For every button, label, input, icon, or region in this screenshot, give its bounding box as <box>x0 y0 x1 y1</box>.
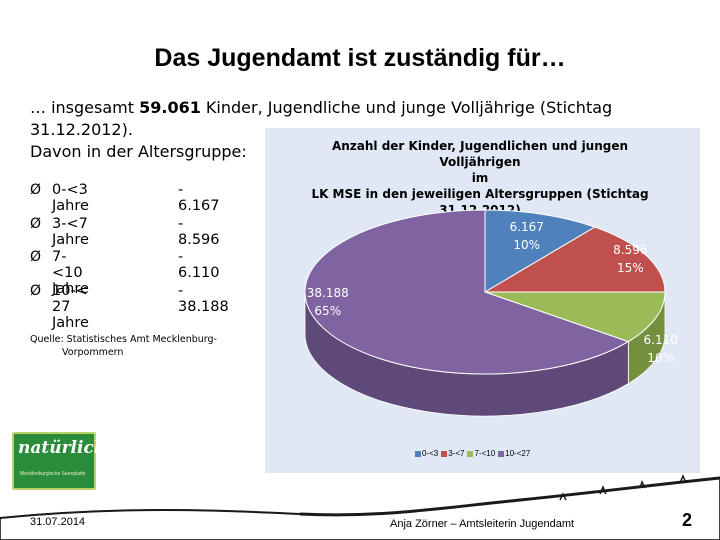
arrow-bullet-icon: Ø <box>30 282 42 299</box>
data-label-7-<10: 6.110 10% <box>631 331 691 367</box>
legend-swatch <box>467 450 474 457</box>
legend-label: 3-<7 <box>448 449 465 458</box>
chart-title: Anzahl der Kinder, Jugendlichen und jung… <box>300 138 660 218</box>
legend-label: 0-<3 <box>422 449 439 458</box>
intro-suffix: Kinder, Jugendliche und junge Volljährig… <box>30 98 613 139</box>
age-group-label: 0-<3 Jahre <box>52 182 89 214</box>
age-group-label: 3-<7 Jahre <box>52 215 89 248</box>
data-label-0-<3: 6.167 10% <box>497 218 557 254</box>
intro-total: 59.061 <box>139 98 201 117</box>
pie-slice-7-<10 <box>484 291 666 343</box>
slide-title: Das Jugendamt ist zuständig für… <box>154 44 566 72</box>
data-label-percent: 15% <box>616 261 644 276</box>
pie-slice-10-<27 <box>304 209 630 375</box>
age-group-label: 10-< 27 Jahre <box>52 282 89 331</box>
arrow-bullet-icon: Ø <box>30 215 42 232</box>
legend-item-3-<7: 3-<7 <box>441 449 464 458</box>
legend-item-0-<3: 0-<3 <box>415 449 438 458</box>
legend-label: 7-<10 <box>474 449 496 458</box>
legend-swatch <box>441 450 448 457</box>
footer-date: 31.07.2014 <box>30 516 86 528</box>
chart-title-line: im <box>471 171 489 185</box>
data-label-percent: 10% <box>647 350 675 365</box>
page-number: 2 <box>682 510 693 530</box>
pie-slice-3-<7 <box>483 226 666 293</box>
logo-subtext: Mecklenburgische Seenplatte <box>20 471 86 477</box>
source-line-1: Quelle: Statistisches Amt Mecklenburg- <box>30 334 217 345</box>
chart-legend: 0-<3 3-<7 7-<10 10-<27 <box>415 449 530 458</box>
source-line-2: Vorpommern <box>62 347 124 358</box>
data-label-value: 6.167 <box>509 220 544 235</box>
source-note: Quelle: Statistisches Amt Mecklenburg- V… <box>30 333 230 359</box>
intro-line-1: … insgesamt 59.061 Kinder, Jugendliche u… <box>30 97 720 141</box>
logo-text: natürlich! <box>18 438 114 458</box>
arrow-bullet-icon: Ø <box>30 249 42 265</box>
data-label-value: 6.110 <box>643 332 678 347</box>
legend-swatch <box>415 450 421 457</box>
age-group-value: - 8.596 <box>178 215 220 248</box>
intro-prefix: … insgesamt <box>30 98 140 117</box>
age-group-value: - 38.188 <box>178 282 229 315</box>
legend-label: 10-<27 <box>505 449 531 458</box>
legend-item-7-<10: 7-<10 <box>467 449 495 458</box>
age-group-label: 7-<10 Jahre <box>52 249 89 297</box>
data-label-percent: 10% <box>513 238 541 253</box>
landscape-decoration <box>0 474 720 540</box>
arrow-bullet-icon: Ø <box>30 182 42 198</box>
chart-title-line: LK MSE in den jeweiligen Altersgruppen (… <box>311 187 649 201</box>
pie-slice-0-<3 <box>484 209 596 293</box>
intro-text: … insgesamt 59.061 Kinder, Jugendliche u… <box>30 97 720 163</box>
data-label-10-<27: 38.188 65% <box>298 284 358 320</box>
chart-title-line: Anzahl der Kinder, Jugendlichen und jung… <box>331 139 629 169</box>
footer-author: Anja Zörner – Amtsleiterin Jugendamt <box>390 518 575 530</box>
data-label-percent: 65% <box>314 303 342 318</box>
data-label-value: 38.188 <box>306 285 349 300</box>
age-group-value: - 6.110 <box>178 249 220 281</box>
data-label-value: 8.596 <box>613 243 648 258</box>
legend-item-10-<27: 10-<27 <box>498 449 530 458</box>
legend-swatch <box>498 450 505 457</box>
age-group-value: - 6.167 <box>178 182 220 214</box>
intro-line-2: Davon in der Altersgruppe: <box>30 142 247 161</box>
logo-natuerlich: natürlich! Mecklenburgische Seenplatte <box>12 432 114 490</box>
data-label-3-<7: 8.596 15% <box>600 241 660 277</box>
